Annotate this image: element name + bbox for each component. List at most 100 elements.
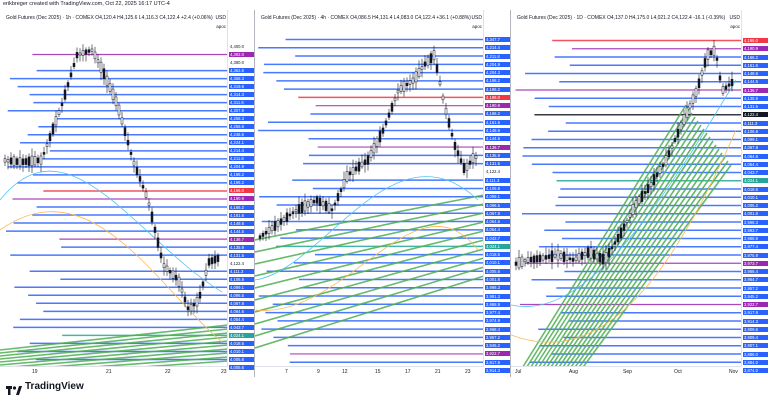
candle-body — [604, 252, 608, 264]
trendline — [556, 140, 714, 371]
candle-body — [57, 110, 61, 115]
time-axis[interactable]: 7 9 12 15 17 21 23 — [255, 366, 484, 377]
candle-body — [408, 80, 412, 85]
candle-body — [550, 250, 554, 262]
candle-body — [619, 227, 623, 239]
panel-divider[interactable] — [254, 10, 255, 377]
candle-body — [541, 255, 545, 261]
trendline — [560, 144, 717, 371]
candle-body — [682, 114, 686, 125]
trendline — [548, 132, 708, 371]
symbol-title-1d: Gold Futures (Dec 2025) · 1D · COMEX O4,… — [517, 15, 726, 21]
price-level-tag: 4,096.5 — [229, 292, 254, 298]
candle-body — [288, 213, 292, 217]
time-axis-label: Nov — [729, 369, 738, 375]
unit-label: apoc — [216, 24, 226, 29]
candle-body — [63, 89, 67, 100]
price-level-tag: 4,392.0 — [229, 52, 254, 58]
tradingview-wordmark: TradingView — [25, 381, 84, 392]
candle-body — [447, 118, 451, 128]
candle-body — [150, 211, 154, 223]
chart-panel-1h[interactable]: Gold Futures (Dec 2025) · 1h · COMEX O4,… — [0, 10, 254, 377]
candle-body — [279, 218, 283, 225]
candle-body — [141, 185, 145, 189]
price-level-tag: 3,886.0 — [743, 351, 768, 357]
trendline — [0, 336, 229, 360]
price-chart-1d[interactable] — [511, 10, 768, 377]
candle-body — [96, 59, 100, 64]
trendline — [0, 324, 229, 351]
time-axis-label: 23 — [221, 369, 227, 375]
candle-body — [529, 256, 533, 263]
candle-body — [189, 303, 193, 312]
candle-body — [390, 102, 394, 112]
candle-body — [198, 291, 202, 299]
time-axis-label: 19 — [32, 369, 38, 375]
candle-body — [694, 88, 698, 97]
moving-average-line — [511, 79, 737, 307]
price-level-tag: 4,067.8 — [229, 300, 254, 306]
time-axis-label: 21 — [106, 369, 112, 375]
candle-body — [111, 88, 115, 101]
candle-body — [553, 253, 557, 258]
price-level-tag: 4,211.8 — [485, 53, 510, 59]
time-axis-label: 22 — [165, 369, 171, 375]
candle-body — [673, 138, 677, 142]
candle-body — [562, 251, 566, 263]
chart-panel-4h[interactable]: Gold Futures (Dec 2025) · 4h · COMEX O4,… — [255, 10, 510, 377]
price-chart-4h[interactable] — [255, 10, 510, 377]
candle-body — [99, 61, 103, 73]
trendline — [0, 348, 229, 369]
candle-body — [54, 116, 58, 126]
price-chart-1h[interactable] — [0, 10, 254, 377]
price-level-tag: 4,043.7 — [229, 324, 254, 330]
trendline — [528, 112, 693, 371]
candle-body — [18, 157, 22, 167]
candle-body — [84, 49, 88, 55]
candle-body — [592, 249, 596, 260]
price-level-tag: 4,099.1 — [229, 284, 254, 290]
trendline — [255, 194, 485, 241]
candle-body — [336, 193, 340, 202]
candle-body — [93, 51, 97, 60]
candle-body — [165, 265, 169, 272]
candle-body — [153, 226, 157, 233]
candle-body — [30, 155, 34, 167]
time-axis[interactable]: 19 21 22 23 — [0, 366, 228, 377]
trendline — [540, 124, 702, 371]
time-axis[interactable]: Jul Aug Sep Oct Nov — [511, 366, 742, 377]
price-level-tag: 4,190.9 — [485, 103, 510, 109]
candle-body — [583, 252, 587, 256]
price-level-tag: 4,347.7 — [485, 37, 510, 42]
footer — [0, 377, 768, 400]
price-level-tag: 4,005.8 — [485, 268, 510, 274]
price-level-tag: 3,922.7 — [743, 302, 768, 307]
price-level-tag: 4,024.1 — [743, 178, 768, 184]
price-level-tag: 4,099.1 — [485, 194, 510, 200]
price-level-tag: 4,148.6 — [485, 128, 510, 134]
price-level-tag: 4,204.9 — [229, 164, 254, 170]
chart-panel-1d[interactable]: Gold Futures (Dec 2025) · 1D · COMEX O4,… — [511, 10, 768, 377]
candle-body — [559, 253, 563, 259]
time-axis-label: 21 — [435, 369, 441, 375]
candle-body — [183, 296, 187, 303]
currency-label: USD — [471, 15, 482, 21]
price-scale[interactable] — [227, 10, 254, 377]
candle-body — [456, 150, 460, 157]
price-level-tag: 3,922.7 — [485, 351, 510, 357]
tradingview-logo[interactable]: TradingView — [6, 381, 84, 395]
candle-body — [318, 197, 322, 206]
candle-body — [607, 248, 611, 258]
moving-average-line — [255, 226, 479, 311]
price-level-tag: 4,131.5 — [229, 252, 254, 258]
price-level-tag: 3,968.4 — [485, 326, 510, 332]
panel-divider[interactable] — [510, 10, 511, 377]
candle-body — [369, 150, 373, 158]
price-level-tag: 4,010.1 — [485, 260, 510, 266]
candle-body — [300, 201, 304, 213]
price-level-tag: 4,214.4 — [485, 45, 510, 51]
price-level-tag: 4,122.4 — [743, 112, 768, 118]
candle-body — [384, 120, 388, 126]
price-level-tag: 3,909.4 — [743, 335, 768, 340]
candle-body — [327, 203, 331, 213]
